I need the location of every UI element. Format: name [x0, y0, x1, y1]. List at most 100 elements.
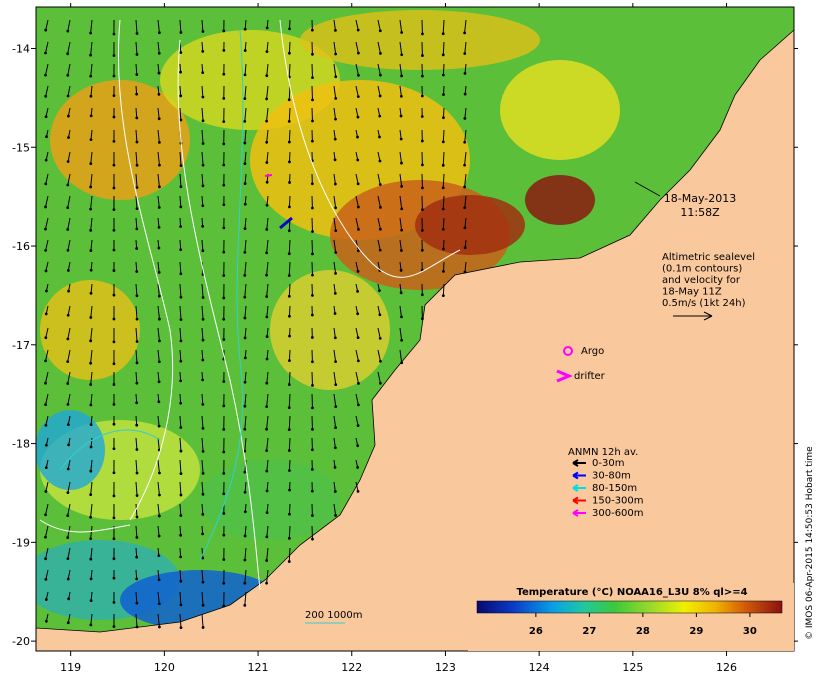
- velocity-arrow-head: [243, 119, 247, 123]
- velocity-arrow: [135, 173, 138, 188]
- velocity-arrow-head: [287, 428, 291, 432]
- velocity-arrow-head: [310, 489, 314, 493]
- velocity-arrow-head: [179, 94, 183, 98]
- velocity-arrow-head: [222, 29, 226, 33]
- x-tick-label: 125: [622, 661, 643, 674]
- velocity-arrow-head: [179, 272, 183, 276]
- velocity-arrow-head: [44, 115, 48, 119]
- velocity-arrow-head: [311, 383, 314, 387]
- velocity-arrow: [288, 305, 291, 317]
- anmn-item-label: 30-80m: [592, 471, 631, 482]
- velocity-arrow: [157, 327, 160, 341]
- velocity-arrow-head: [243, 202, 247, 206]
- velocity-arrow-head: [265, 119, 268, 123]
- velocity-arrow: [355, 19, 359, 31]
- velocity-arrow: [288, 151, 291, 162]
- velocity-arrow: [179, 151, 182, 166]
- velocity-arrow-head: [265, 449, 269, 453]
- velocity-arrow: [201, 503, 204, 515]
- velocity-arrow-head: [288, 469, 291, 472]
- velocity-arrow: [67, 19, 71, 32]
- anmn-arrowhead-icon: [572, 471, 579, 480]
- velocity-arrow: [333, 437, 336, 448]
- velocity-arrow-head: [89, 74, 93, 78]
- velocity-arrow-head: [179, 31, 183, 34]
- velocity-arrow-head: [421, 163, 424, 167]
- velocity-arrow: [201, 151, 204, 166]
- velocity-arrow-head: [157, 31, 161, 35]
- velocity-arrow-head: [311, 52, 314, 56]
- anmn-arrowhead-icon: [572, 509, 579, 517]
- velocity-arrow: [355, 41, 359, 54]
- velocity-arrow-head: [89, 138, 93, 142]
- velocity-arrow-head: [287, 252, 291, 256]
- velocity-arrow-head: [135, 270, 139, 273]
- velocity-arrow-head: [66, 491, 70, 495]
- velocity-arrow: [266, 393, 269, 407]
- velocity-arrow-head: [463, 185, 467, 189]
- velocity-arrow-head: [89, 162, 93, 166]
- velocity-arrow: [333, 503, 337, 516]
- anmn-item-label: 300-600m: [592, 508, 644, 519]
- velocity-arrow: [90, 371, 93, 385]
- velocity-arrow-head: [243, 97, 247, 101]
- velocity-arrow: [67, 415, 71, 425]
- velocity-arrow-head: [201, 492, 205, 496]
- velocity-arrow-head: [179, 603, 183, 607]
- velocity-arrow: [67, 85, 71, 97]
- velocity-arrow: [442, 261, 445, 272]
- velocity-arrow-head: [179, 401, 183, 405]
- velocity-arrow-head: [157, 424, 161, 428]
- velocity-arrow-head: [222, 604, 226, 608]
- velocity-arrow-head: [44, 51, 47, 55]
- velocity-arrow-head: [112, 422, 116, 426]
- velocity-arrow-head: [265, 140, 269, 144]
- velocity-arrow-head: [265, 405, 269, 409]
- velocity-arrow: [135, 217, 138, 229]
- velocity-arrow: [157, 613, 160, 627]
- velocity-arrow: [442, 217, 445, 230]
- velocity-arrow-head: [222, 471, 226, 475]
- velocity-arrow-head: [287, 98, 291, 102]
- velocity-arrow-head: [378, 159, 382, 163]
- velocity-arrow-head: [334, 28, 337, 32]
- velocity-arrow-head: [201, 184, 205, 188]
- velocity-arrow-head: [158, 625, 161, 629]
- velocity-arrow-head: [311, 98, 314, 102]
- velocity-arrow: [244, 371, 247, 383]
- velocity-arrow-head: [179, 626, 183, 630]
- velocity-arrow-head: [399, 268, 403, 272]
- velocity-arrow: [67, 481, 71, 493]
- velocity-arrow-head: [112, 248, 116, 252]
- velocity-arrow: [179, 569, 182, 582]
- velocity-arrow: [45, 327, 49, 338]
- velocity-arrow: [244, 393, 247, 407]
- velocity-arrow-head: [135, 381, 139, 385]
- velocity-arrow: [135, 261, 138, 272]
- velocity-arrow-head: [201, 358, 205, 362]
- velocity-arrow-head: [441, 53, 445, 57]
- latitude-axis: -14 -15 -16 -17 -18 -19 -20: [12, 42, 798, 648]
- velocity-arrow-head: [310, 28, 314, 32]
- velocity-arrow-head: [179, 493, 183, 497]
- velocity-arrow-head: [135, 361, 139, 365]
- velocity-arrow: [45, 107, 49, 117]
- velocity-arrow-head: [67, 114, 70, 118]
- colorbar-tick-label: 28: [636, 626, 650, 637]
- velocity-arrow-head: [135, 401, 139, 405]
- velocity-arrow-head: [288, 181, 291, 184]
- velocity-arrow-head: [334, 383, 338, 386]
- drifter-legend: drifter: [556, 369, 606, 383]
- velocity-arrow: [266, 41, 269, 52]
- velocity-arrow: [157, 261, 160, 273]
- velocity-arrow-head: [157, 514, 161, 518]
- velocity-arrow: [67, 503, 71, 516]
- velocity-arrow-head: [243, 490, 247, 494]
- drifter-marker-icon: [556, 369, 573, 383]
- velocity-arrow-head: [378, 183, 382, 186]
- velocity-arrow-head: [333, 137, 337, 141]
- velocity-arrow: [67, 371, 71, 384]
- velocity-arrow-head: [135, 163, 139, 167]
- velocity-arrow-head: [112, 557, 116, 561]
- velocity-arrow-head: [356, 135, 359, 139]
